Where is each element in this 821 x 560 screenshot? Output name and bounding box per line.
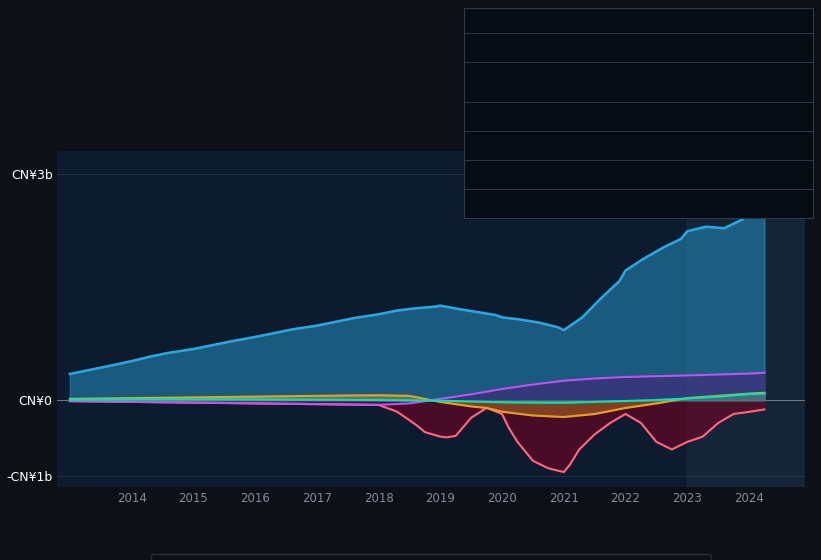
Text: Revenue: Revenue: [475, 43, 523, 53]
Text: -CN¥152.558m /yr: -CN¥152.558m /yr: [640, 111, 753, 121]
Text: Mar 31 2024: Mar 31 2024: [475, 14, 562, 27]
Text: Free Cash Flow: Free Cash Flow: [475, 111, 558, 121]
Bar: [687, 151, 805, 487]
Text: Operating Expenses: Operating Expenses: [475, 169, 587, 179]
Text: profit margin: profit margin: [673, 86, 750, 96]
Text: Cash From Op: Cash From Op: [475, 140, 553, 150]
Text: CN¥2.537b /yr: CN¥2.537b /yr: [640, 43, 729, 53]
Text: 3.3%: 3.3%: [640, 86, 671, 96]
Legend: Revenue, Earnings, Free Cash Flow, Cash From Op, Operating Expenses: Revenue, Earnings, Free Cash Flow, Cash …: [151, 554, 711, 560]
Text: CN¥83.567m /yr: CN¥83.567m /yr: [640, 72, 741, 82]
Text: Earnings: Earnings: [475, 72, 523, 82]
Text: CN¥354.144m /yr: CN¥354.144m /yr: [640, 169, 749, 179]
Text: CN¥89.977m /yr: CN¥89.977m /yr: [640, 140, 741, 150]
